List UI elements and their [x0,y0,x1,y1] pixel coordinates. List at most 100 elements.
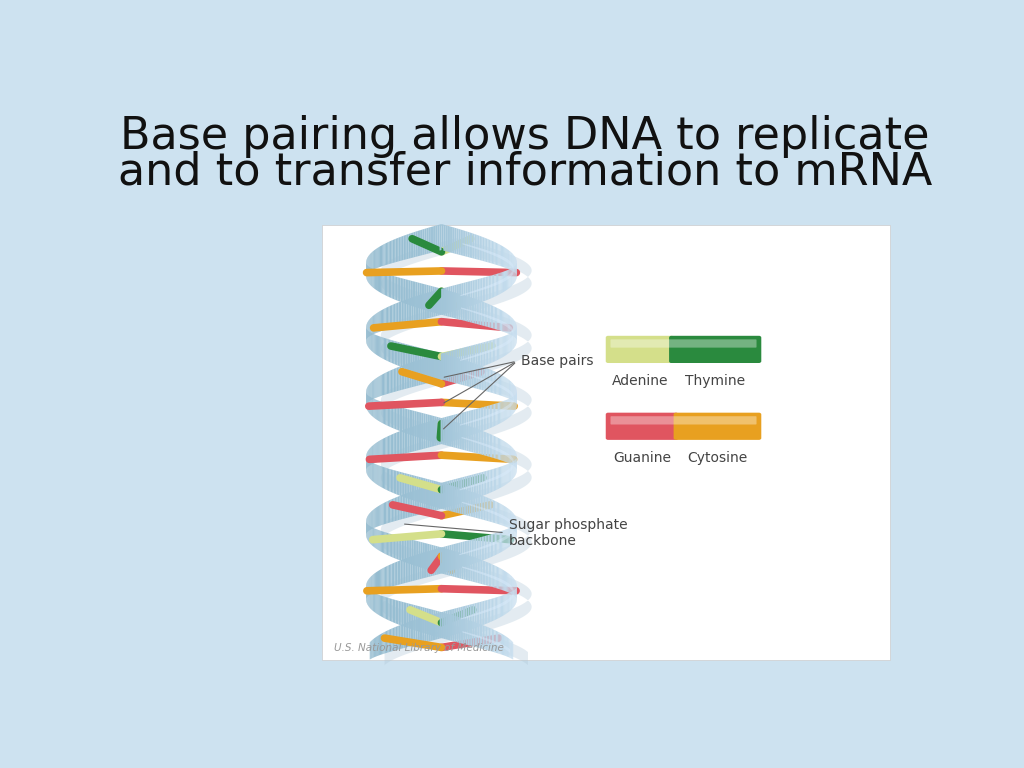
Polygon shape [497,372,498,395]
Polygon shape [486,480,487,483]
Polygon shape [482,561,484,584]
Polygon shape [461,424,463,450]
Polygon shape [383,439,384,460]
Polygon shape [487,415,489,418]
Polygon shape [487,276,488,300]
Polygon shape [485,444,486,446]
Polygon shape [469,621,471,646]
Polygon shape [453,350,454,376]
Polygon shape [480,377,481,380]
Polygon shape [420,412,422,439]
Polygon shape [497,448,498,452]
Polygon shape [465,309,466,310]
Polygon shape [380,531,381,551]
Polygon shape [483,313,484,316]
Polygon shape [472,345,474,370]
Polygon shape [468,426,470,452]
Polygon shape [406,493,408,518]
Polygon shape [481,571,482,574]
Polygon shape [421,294,423,320]
Polygon shape [487,239,488,263]
Polygon shape [450,545,452,571]
Polygon shape [470,310,472,312]
Polygon shape [380,246,381,267]
Polygon shape [490,276,492,299]
Polygon shape [488,639,489,642]
Polygon shape [463,347,465,373]
Polygon shape [481,378,483,381]
Polygon shape [462,553,464,579]
Polygon shape [387,565,389,588]
Polygon shape [469,633,471,635]
Polygon shape [384,597,386,619]
Polygon shape [499,273,500,295]
Polygon shape [502,505,503,525]
Polygon shape [497,605,498,608]
Polygon shape [431,420,433,447]
Polygon shape [504,505,505,526]
Polygon shape [484,277,485,301]
Polygon shape [481,366,483,390]
Polygon shape [497,577,498,581]
Polygon shape [401,236,403,260]
Polygon shape [494,253,496,256]
Polygon shape [402,472,404,498]
Polygon shape [501,402,502,423]
Polygon shape [413,281,414,306]
Polygon shape [474,558,476,582]
Polygon shape [477,473,478,498]
Polygon shape [430,227,432,253]
Polygon shape [496,501,497,524]
Polygon shape [406,558,408,583]
Polygon shape [443,288,445,314]
Polygon shape [422,542,424,568]
Polygon shape [493,541,495,545]
Polygon shape [403,602,406,627]
Polygon shape [471,298,473,323]
Polygon shape [389,404,390,427]
Polygon shape [400,537,401,561]
Polygon shape [429,485,431,512]
Polygon shape [470,485,472,488]
Polygon shape [496,597,498,620]
Polygon shape [497,403,498,425]
Polygon shape [478,365,480,389]
Polygon shape [485,609,487,612]
Polygon shape [387,468,388,491]
Polygon shape [470,245,471,247]
Polygon shape [469,292,471,294]
Polygon shape [489,405,492,429]
Polygon shape [473,363,475,388]
Polygon shape [433,420,435,446]
Polygon shape [410,298,412,323]
Polygon shape [471,604,473,629]
Polygon shape [435,481,437,508]
Polygon shape [418,283,420,308]
Polygon shape [438,417,440,444]
Polygon shape [431,480,433,506]
Polygon shape [485,573,486,576]
Polygon shape [470,426,472,452]
Polygon shape [496,631,497,653]
Polygon shape [410,604,412,629]
Polygon shape [435,355,437,381]
Polygon shape [481,472,483,496]
Polygon shape [500,578,501,582]
Polygon shape [391,240,392,263]
Polygon shape [473,614,475,616]
Polygon shape [499,373,500,396]
Polygon shape [422,478,424,504]
Polygon shape [397,237,398,262]
Polygon shape [477,364,478,389]
Polygon shape [409,280,411,306]
Polygon shape [471,569,473,571]
Polygon shape [481,288,482,290]
Polygon shape [414,540,415,566]
Polygon shape [459,293,461,319]
Polygon shape [459,478,461,504]
Polygon shape [389,370,391,393]
Polygon shape [462,359,464,360]
Polygon shape [452,291,453,318]
Polygon shape [472,375,473,377]
Polygon shape [497,319,498,322]
